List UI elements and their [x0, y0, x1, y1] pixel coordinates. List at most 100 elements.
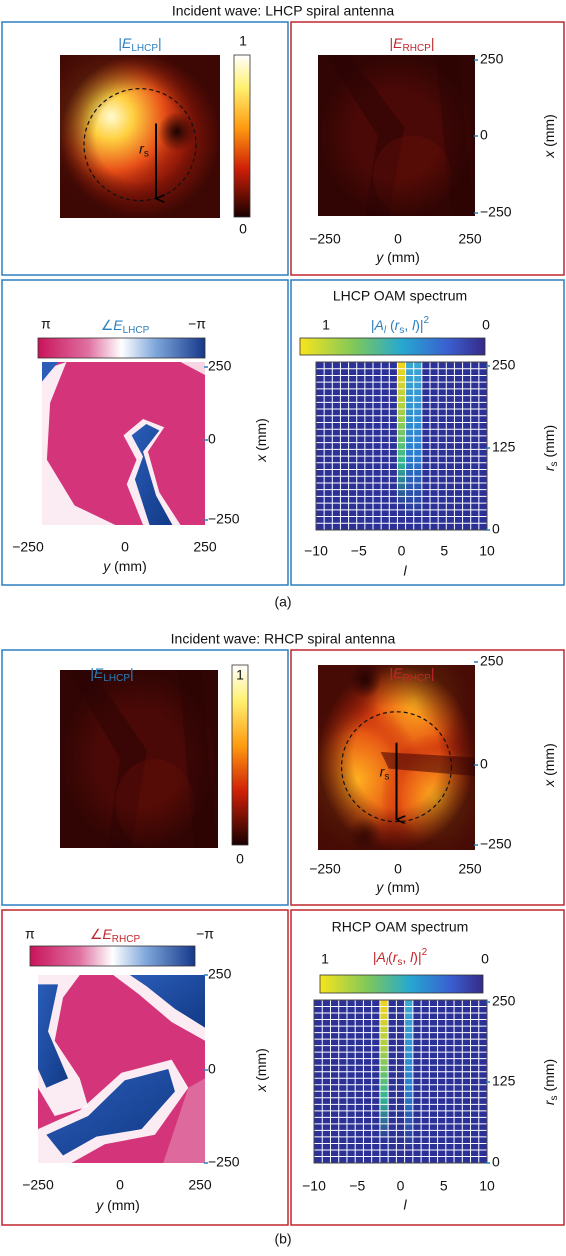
axis-label-part: (mm) [103, 1197, 140, 1213]
tick-label: 250 [208, 966, 232, 982]
axis-label-part: x [253, 1084, 269, 1093]
panel-title: RHCP OAM spectrum [332, 919, 469, 935]
panel-label: |ELHCP| [90, 665, 133, 684]
axis-label-part: (mm) [110, 558, 147, 574]
field-region [42, 362, 59, 382]
panel-label-part: ∠ [90, 926, 103, 942]
panel-label-part: RHCP [403, 43, 432, 54]
tick-label: 250 [208, 358, 232, 374]
panel-label: |ELHCP| [118, 35, 161, 54]
panel-label-part: E [393, 665, 403, 681]
field-image [60, 55, 220, 218]
field-region [131, 423, 173, 525]
tick-label: 0 [394, 231, 402, 247]
panel-label-part: LHCP [131, 43, 158, 54]
field-region [38, 984, 69, 1088]
panel-label-part: ( [388, 949, 393, 965]
tick-label: 0 [480, 127, 488, 143]
colorbar-label: −π [196, 926, 214, 942]
spectrum-column [405, 362, 414, 514]
axis-label-part: (mm) [253, 1048, 269, 1085]
axis-label: l [403, 1197, 407, 1213]
panel-label-part: | [431, 35, 435, 51]
axis-label-part: s [549, 461, 560, 466]
colorbar-label: 0 [236, 851, 244, 867]
axis-label-part: y [95, 1197, 104, 1213]
panel-label-part: | [390, 665, 394, 681]
panel-label: |ERHCP| [390, 665, 435, 684]
panel-label-part: s [397, 957, 402, 968]
tick-label: −10 [302, 1178, 326, 1194]
panel-label-part: E [393, 35, 403, 51]
axis-label-part: (mm) [253, 418, 269, 455]
colorbar-label: 1 [239, 33, 247, 49]
axis-label-part: y [375, 249, 384, 265]
panel-label-part: | [118, 35, 122, 51]
tick-label: −5 [351, 543, 367, 559]
panel-label-part: E [113, 317, 123, 333]
spectrum-frame [315, 361, 488, 531]
tick-label: −10 [304, 543, 328, 559]
panel-label-part: r [395, 317, 401, 333]
colorbar [29, 945, 196, 967]
axis-label-part: s [549, 1095, 560, 1100]
panel-frame [1, 649, 289, 906]
tick-label: 5 [440, 543, 448, 559]
radius-circle [83, 88, 197, 202]
panel-label-part: )| [413, 949, 421, 965]
panel-label: |ERHCP| [390, 35, 435, 54]
panel-label-part: ∠ [101, 317, 114, 333]
axis-label-part: r [541, 465, 557, 471]
axis-label-part: (mm) [383, 879, 420, 895]
tick-label: −250 [309, 231, 341, 247]
panel-frame [290, 21, 565, 276]
field-region [42, 362, 116, 525]
panel-label-part: A [374, 317, 384, 333]
field-image [318, 55, 475, 216]
part-title: Incident wave: LHCP spiral antenna [172, 3, 395, 19]
axis-label-part: y [375, 879, 384, 895]
colorbar-label: π [25, 926, 35, 942]
tick-label: 5 [440, 1178, 448, 1194]
axis-label: rs (mm) [541, 425, 560, 471]
field-region [129, 975, 205, 1028]
tick-label: −250 [480, 204, 512, 220]
colorbar [319, 974, 484, 994]
axis-label: l [403, 563, 407, 579]
tick-label: 250 [193, 539, 217, 555]
panel-label: ∠ERHCP [90, 926, 141, 945]
axis-label-part: x [253, 454, 269, 463]
tick-label: 250 [458, 231, 482, 247]
spectrum-column [397, 362, 406, 505]
tick-label: 0 [480, 756, 488, 772]
axis-label-part: (mm) [541, 114, 557, 151]
panel-label-part: l [386, 957, 389, 968]
radius-label: rs [139, 140, 149, 159]
tick-label: 125 [492, 1073, 516, 1089]
tick-label: −250 [12, 539, 44, 555]
field-vignette [318, 55, 475, 216]
field-vignette [60, 670, 218, 848]
field-region [180, 362, 205, 376]
field-image [60, 670, 218, 848]
colorbar-label: 1 [322, 317, 330, 333]
panel-label-part: r [393, 949, 399, 965]
tick-label: 250 [480, 51, 504, 67]
part-caption: (b) [274, 1231, 291, 1247]
panel-label-part: A [375, 949, 385, 965]
field-image [318, 665, 475, 850]
panel-label-part: E [94, 665, 104, 681]
panel-label-part: | [390, 35, 394, 51]
colorbar [231, 664, 249, 846]
panel-label-part: l [384, 325, 387, 336]
tick-label: 10 [479, 543, 495, 559]
colorbar-label: 0 [482, 317, 490, 333]
axis-label-part: x [541, 779, 557, 788]
tick-label: 0 [208, 431, 216, 447]
axis-label-part: (mm) [541, 1059, 557, 1096]
spectrum-column [379, 1000, 389, 1139]
axis-label: y (mm) [102, 558, 147, 574]
panel-label-part: | [373, 949, 377, 965]
tick-label: −250 [480, 836, 512, 852]
tick-label: −250 [22, 1177, 54, 1193]
